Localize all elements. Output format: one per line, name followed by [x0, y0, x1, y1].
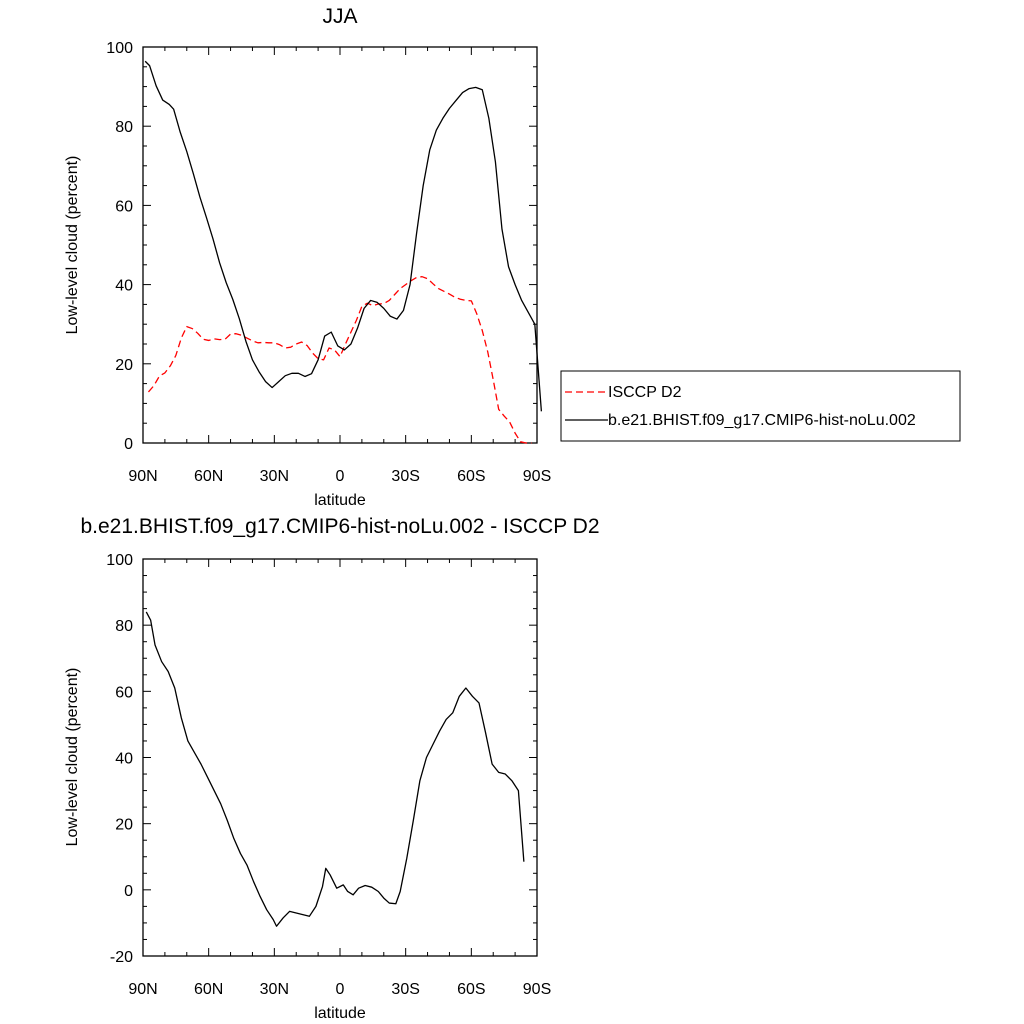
bottom-x-tick-label: 60N	[194, 981, 223, 998]
top-series-line-isccp	[147, 276, 532, 444]
top-y-axis-label: Low-level cloud (percent)	[64, 156, 81, 335]
bottom-y-tick-label: 0	[124, 883, 133, 900]
bottom-plot-frame	[142, 558, 538, 957]
bottom-ticks: -20 0 20 40 60 80 100 90N 60N 30N 0 30S 60S 90S	[106, 552, 551, 998]
bottom-x-tick-label: 90N	[128, 981, 157, 998]
top-x-tick-label: 30N	[260, 468, 289, 485]
legend-label-model: b.e21.BHIST.f09_g17.CMIP6-hist-noLu.002	[608, 412, 916, 429]
top-y-tick-label: 100	[106, 40, 133, 57]
top-x-tick-label: 30S	[391, 468, 419, 485]
top-x-tick-label: 0	[336, 468, 345, 485]
top-panel: JJA 0 20 40 60 80 100 90N 60N 30N 0 30S 60S 90S lati…	[64, 5, 551, 509]
top-x-tick-label: 60N	[194, 468, 223, 485]
bottom-y-tick-label: 80	[115, 618, 133, 635]
top-ticks: 0 20 40 60 80 100 90N 60N 30N 0 30S 60S 90S	[106, 40, 551, 485]
top-y-tick-label: 0	[124, 436, 133, 453]
bottom-y-tick-label: 60	[115, 684, 133, 701]
bottom-y-tick-label: 40	[115, 751, 133, 768]
bottom-chart-title: b.e21.BHIST.f09_g17.CMIP6-hist-noLu.002 …	[80, 515, 599, 538]
legend-label-isccp: ISCCP D2	[608, 384, 682, 401]
bottom-y-axis-label: Low-level cloud (percent)	[64, 668, 81, 847]
bottom-x-tick-label: 90S	[523, 981, 551, 998]
top-chart-title: JJA	[322, 5, 357, 28]
bottom-y-tick-label: 100	[106, 552, 133, 569]
top-x-tick-label: 90S	[523, 468, 551, 485]
top-series-line-model	[144, 60, 543, 412]
bottom-series-group	[145, 611, 525, 927]
top-x-tick-label: 90N	[128, 468, 157, 485]
top-plot-frame	[142, 46, 538, 444]
legend: ISCCP D2 b.e21.BHIST.f09_g17.CMIP6-hist-…	[560, 370, 961, 442]
bottom-x-tick-label: 30N	[260, 981, 289, 998]
bottom-x-tick-label: 60S	[457, 981, 485, 998]
top-x-tick-label: 60S	[457, 468, 485, 485]
top-series-group	[144, 60, 543, 444]
bottom-x-tick-label: 0	[336, 981, 345, 998]
top-y-tick-label: 60	[115, 198, 133, 215]
bottom-x-axis-label: latitude	[314, 1005, 366, 1022]
top-y-tick-label: 40	[115, 278, 133, 295]
top-y-tick-label: 80	[115, 119, 133, 136]
legend-box	[560, 370, 961, 442]
bottom-x-tick-label: 30S	[391, 981, 419, 998]
top-y-tick-label: 20	[115, 357, 133, 374]
top-x-axis-label: latitude	[314, 492, 366, 509]
bottom-series-line-model	[145, 611, 525, 927]
bottom-panel: b.e21.BHIST.f09_g17.CMIP6-hist-noLu.002 …	[64, 515, 600, 1022]
bottom-y-tick-label: -20	[110, 949, 133, 966]
bottom-y-tick-label: 20	[115, 817, 133, 834]
